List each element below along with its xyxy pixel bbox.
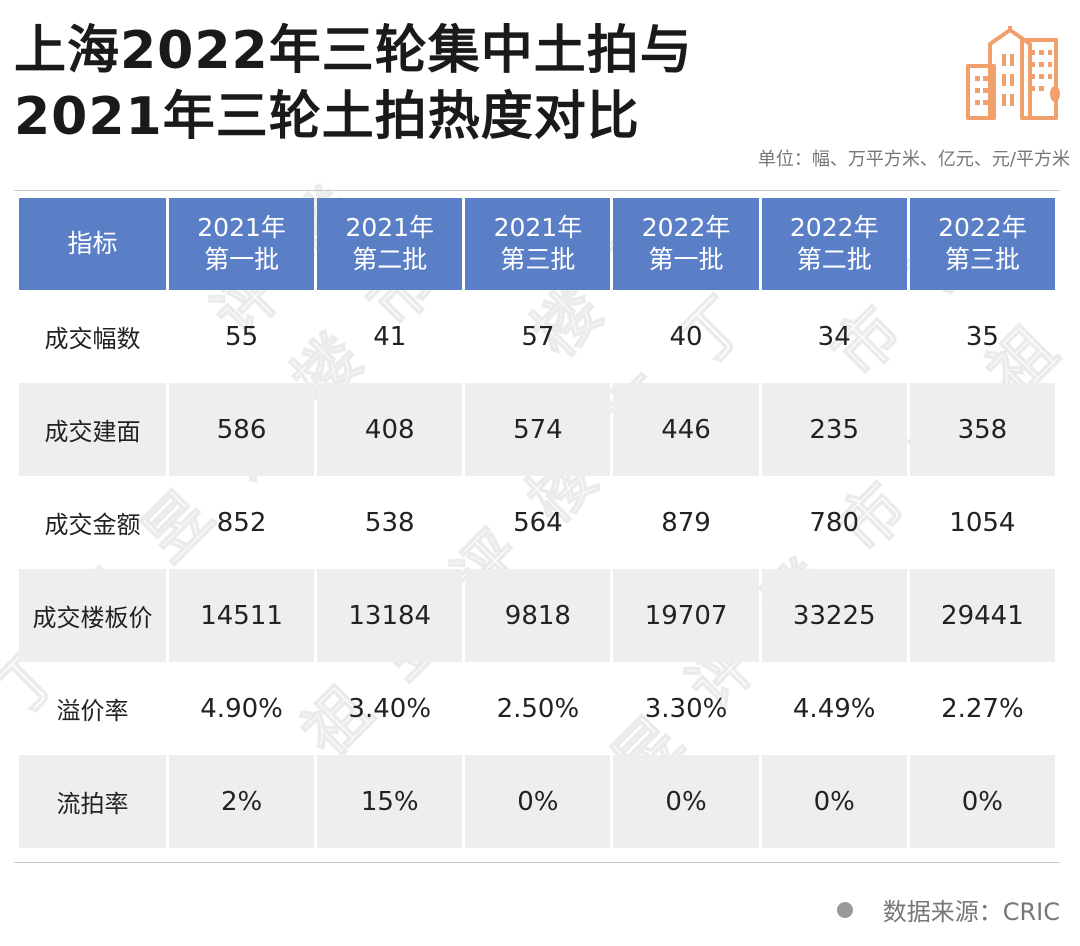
- header-year: 2022年: [938, 213, 1027, 242]
- table-cell: 538: [364, 507, 415, 538]
- table-cell: 14511: [169, 569, 315, 662]
- table-cell: 55: [225, 321, 259, 352]
- header-col: 2022年第二批: [761, 198, 907, 290]
- table-row: 流拍率 2% 15% 0% 0% 0% 0%: [19, 755, 1055, 848]
- header-batch: 第一批: [648, 245, 724, 274]
- top-divider: [14, 190, 1060, 191]
- table-cell: 3.40%: [348, 693, 432, 724]
- table-cell: 446: [613, 383, 759, 476]
- table-cell: 564: [513, 507, 563, 538]
- table-cell: 57: [521, 321, 555, 352]
- page-title: 上海2022年三轮集中土拍与 2021年三轮土拍热度对比: [14, 18, 814, 150]
- table-cell: 29441: [909, 569, 1055, 662]
- table-cell: 41: [373, 321, 407, 352]
- table-row: 溢价率 4.90% 3.40% 2.50% 3.30% 4.49% 2.27%: [19, 662, 1055, 755]
- row-label: 成交幅数: [44, 325, 141, 353]
- table-cell: 0%: [761, 755, 907, 848]
- building-icon: [966, 26, 1060, 120]
- table-cell: 19707: [613, 569, 759, 662]
- table-cell: 2.50%: [496, 693, 580, 724]
- table-cell: 40: [669, 321, 703, 352]
- row-label: 流拍率: [19, 755, 166, 848]
- table-cell: 235: [761, 383, 907, 476]
- title-line-1: 上海2022年三轮集中土拍与: [14, 21, 693, 81]
- table-cell: 9818: [465, 569, 611, 662]
- table-cell: 852: [216, 507, 267, 538]
- header-batch: 第一批: [204, 245, 280, 274]
- header-col: 2022年第三批: [909, 198, 1055, 290]
- source-note: 数据来源：CRIC: [836, 892, 1060, 927]
- table-row: 成交金额 852 538 564 879 780 1054: [19, 476, 1055, 569]
- table-cell: 4.90%: [200, 693, 283, 724]
- header-col: 2021年第二批: [317, 198, 463, 290]
- header-batch: 第三批: [944, 245, 1020, 274]
- header-batch: 第二批: [352, 245, 428, 274]
- table-cell: 0%: [465, 755, 611, 848]
- table-cell: 3.30%: [644, 693, 728, 724]
- header-year: 2021年: [493, 213, 583, 242]
- table-row: 成交幅数 55 41 57 40 34 35: [19, 290, 1055, 383]
- row-label: 成交建面: [19, 383, 166, 476]
- header-col: 2021年第三批: [465, 198, 611, 290]
- table-cell: 1054: [949, 507, 1016, 538]
- row-label: 溢价率: [56, 697, 129, 725]
- table-header-row: 指标 2021年第一批 2021年第二批 2021年第三批 2022年第一批 2…: [19, 198, 1055, 290]
- table-cell: 586: [169, 383, 315, 476]
- table-cell: 408: [317, 383, 463, 476]
- header-indicator: 指标: [19, 198, 166, 290]
- table-cell: 34: [817, 321, 851, 352]
- bullet-dot-icon: [836, 901, 853, 918]
- table-cell: 780: [809, 507, 860, 538]
- header-col: 2022年第一批: [613, 198, 759, 290]
- header-col: 2021年第一批: [169, 198, 315, 290]
- source-text: 数据来源：CRIC: [882, 898, 1060, 926]
- bottom-divider: [14, 862, 1060, 863]
- header-batch: 第二批: [796, 245, 872, 274]
- row-label: 成交楼板价: [19, 569, 166, 662]
- table-cell: 879: [661, 507, 711, 538]
- table-cell: 0%: [909, 755, 1055, 848]
- comparison-table: 指标 2021年第一批 2021年第二批 2021年第三批 2022年第一批 2…: [16, 198, 1058, 848]
- header-year: 2022年: [789, 213, 879, 242]
- table-cell: 13184: [317, 569, 463, 662]
- table-row: 成交建面 586 408 574 446 235 358: [19, 383, 1055, 476]
- table-cell: 2.27%: [941, 693, 1024, 724]
- table-cell: 2%: [169, 755, 315, 848]
- header-year: 2022年: [641, 213, 731, 242]
- table-cell: 358: [909, 383, 1055, 476]
- table-cell: 0%: [613, 755, 759, 848]
- title-line-2: 2021年三轮土拍热度对比: [14, 87, 640, 147]
- table-cell: 35: [965, 321, 999, 352]
- table-cell: 4.49%: [792, 693, 876, 724]
- header-year: 2021年: [345, 213, 435, 242]
- table-row: 成交楼板价 14511 13184 9818 19707 33225 29441: [19, 569, 1055, 662]
- table-cell: 15%: [317, 755, 463, 848]
- header-year: 2021年: [197, 213, 286, 242]
- unit-note: 单位：幅、万平方米、亿元、元/平方米: [757, 149, 1070, 170]
- table-cell: 574: [465, 383, 611, 476]
- header-batch: 第三批: [500, 245, 576, 274]
- table-cell: 33225: [761, 569, 907, 662]
- row-label: 成交金额: [44, 511, 141, 539]
